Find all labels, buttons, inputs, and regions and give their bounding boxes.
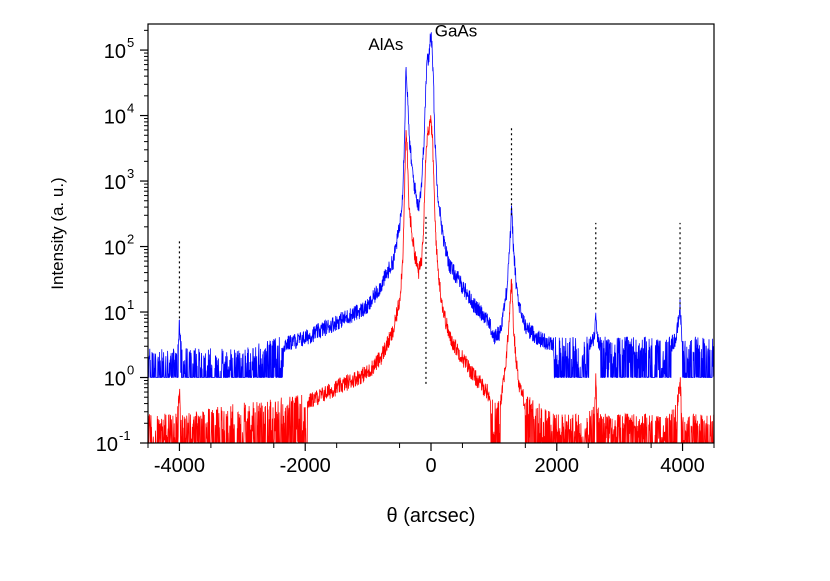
y-tick-exponent: -1 <box>119 428 131 443</box>
x-tick-label: -2000 <box>280 455 331 477</box>
y-tick-base: 10 <box>96 434 118 456</box>
y-tick-base: 10 <box>104 41 126 63</box>
x-tick-label: 4000 <box>660 455 705 477</box>
y-tick-base: 10 <box>104 172 126 194</box>
y-axis-title: Intensity (a. u.) <box>48 177 67 289</box>
y-tick-label: 10 2 <box>104 232 134 260</box>
x-tick-labels: -4000 -2000 0 2000 4000 <box>154 455 705 477</box>
y-tick-exponent: 2 <box>127 232 134 247</box>
y-tick-exponent: 5 <box>127 35 134 50</box>
ticks <box>140 29 715 451</box>
y-tick-base: 10 <box>104 369 126 391</box>
reference-lines <box>178 127 681 384</box>
x-tick-label: -4000 <box>154 455 205 477</box>
y-tick-label: 10 1 <box>104 297 134 325</box>
annotation-alas: AlAs <box>368 35 403 54</box>
series-layer <box>148 32 714 443</box>
series-line-1 <box>148 32 714 379</box>
series-line-2 <box>148 115 714 443</box>
plot-frame <box>147 23 715 444</box>
x-axis-title: θ (arcsec) <box>387 505 476 527</box>
y-tick-label: 10 0 <box>104 363 134 391</box>
y-tick-label: 10 3 <box>104 166 134 194</box>
y-tick-label: 10 -1 <box>96 428 131 456</box>
y-tick-base: 10 <box>104 303 126 325</box>
y-tick-label: 10 5 <box>104 35 134 63</box>
annotations: AlAs GaAs <box>368 22 477 54</box>
annotation-gaas: GaAs <box>435 22 478 41</box>
y-tick-base: 10 <box>104 238 126 260</box>
x-tick-label: 2000 <box>535 455 580 477</box>
y-tick-exponent: 0 <box>127 363 134 378</box>
y-tick-base: 10 <box>104 107 126 129</box>
y-tick-label: 10 4 <box>104 101 134 129</box>
x-tick-label: 0 <box>425 455 436 477</box>
y-tick-exponent: 1 <box>127 297 134 312</box>
y-tick-exponent: 4 <box>127 101 134 116</box>
y-tick-exponent: 3 <box>127 166 134 181</box>
